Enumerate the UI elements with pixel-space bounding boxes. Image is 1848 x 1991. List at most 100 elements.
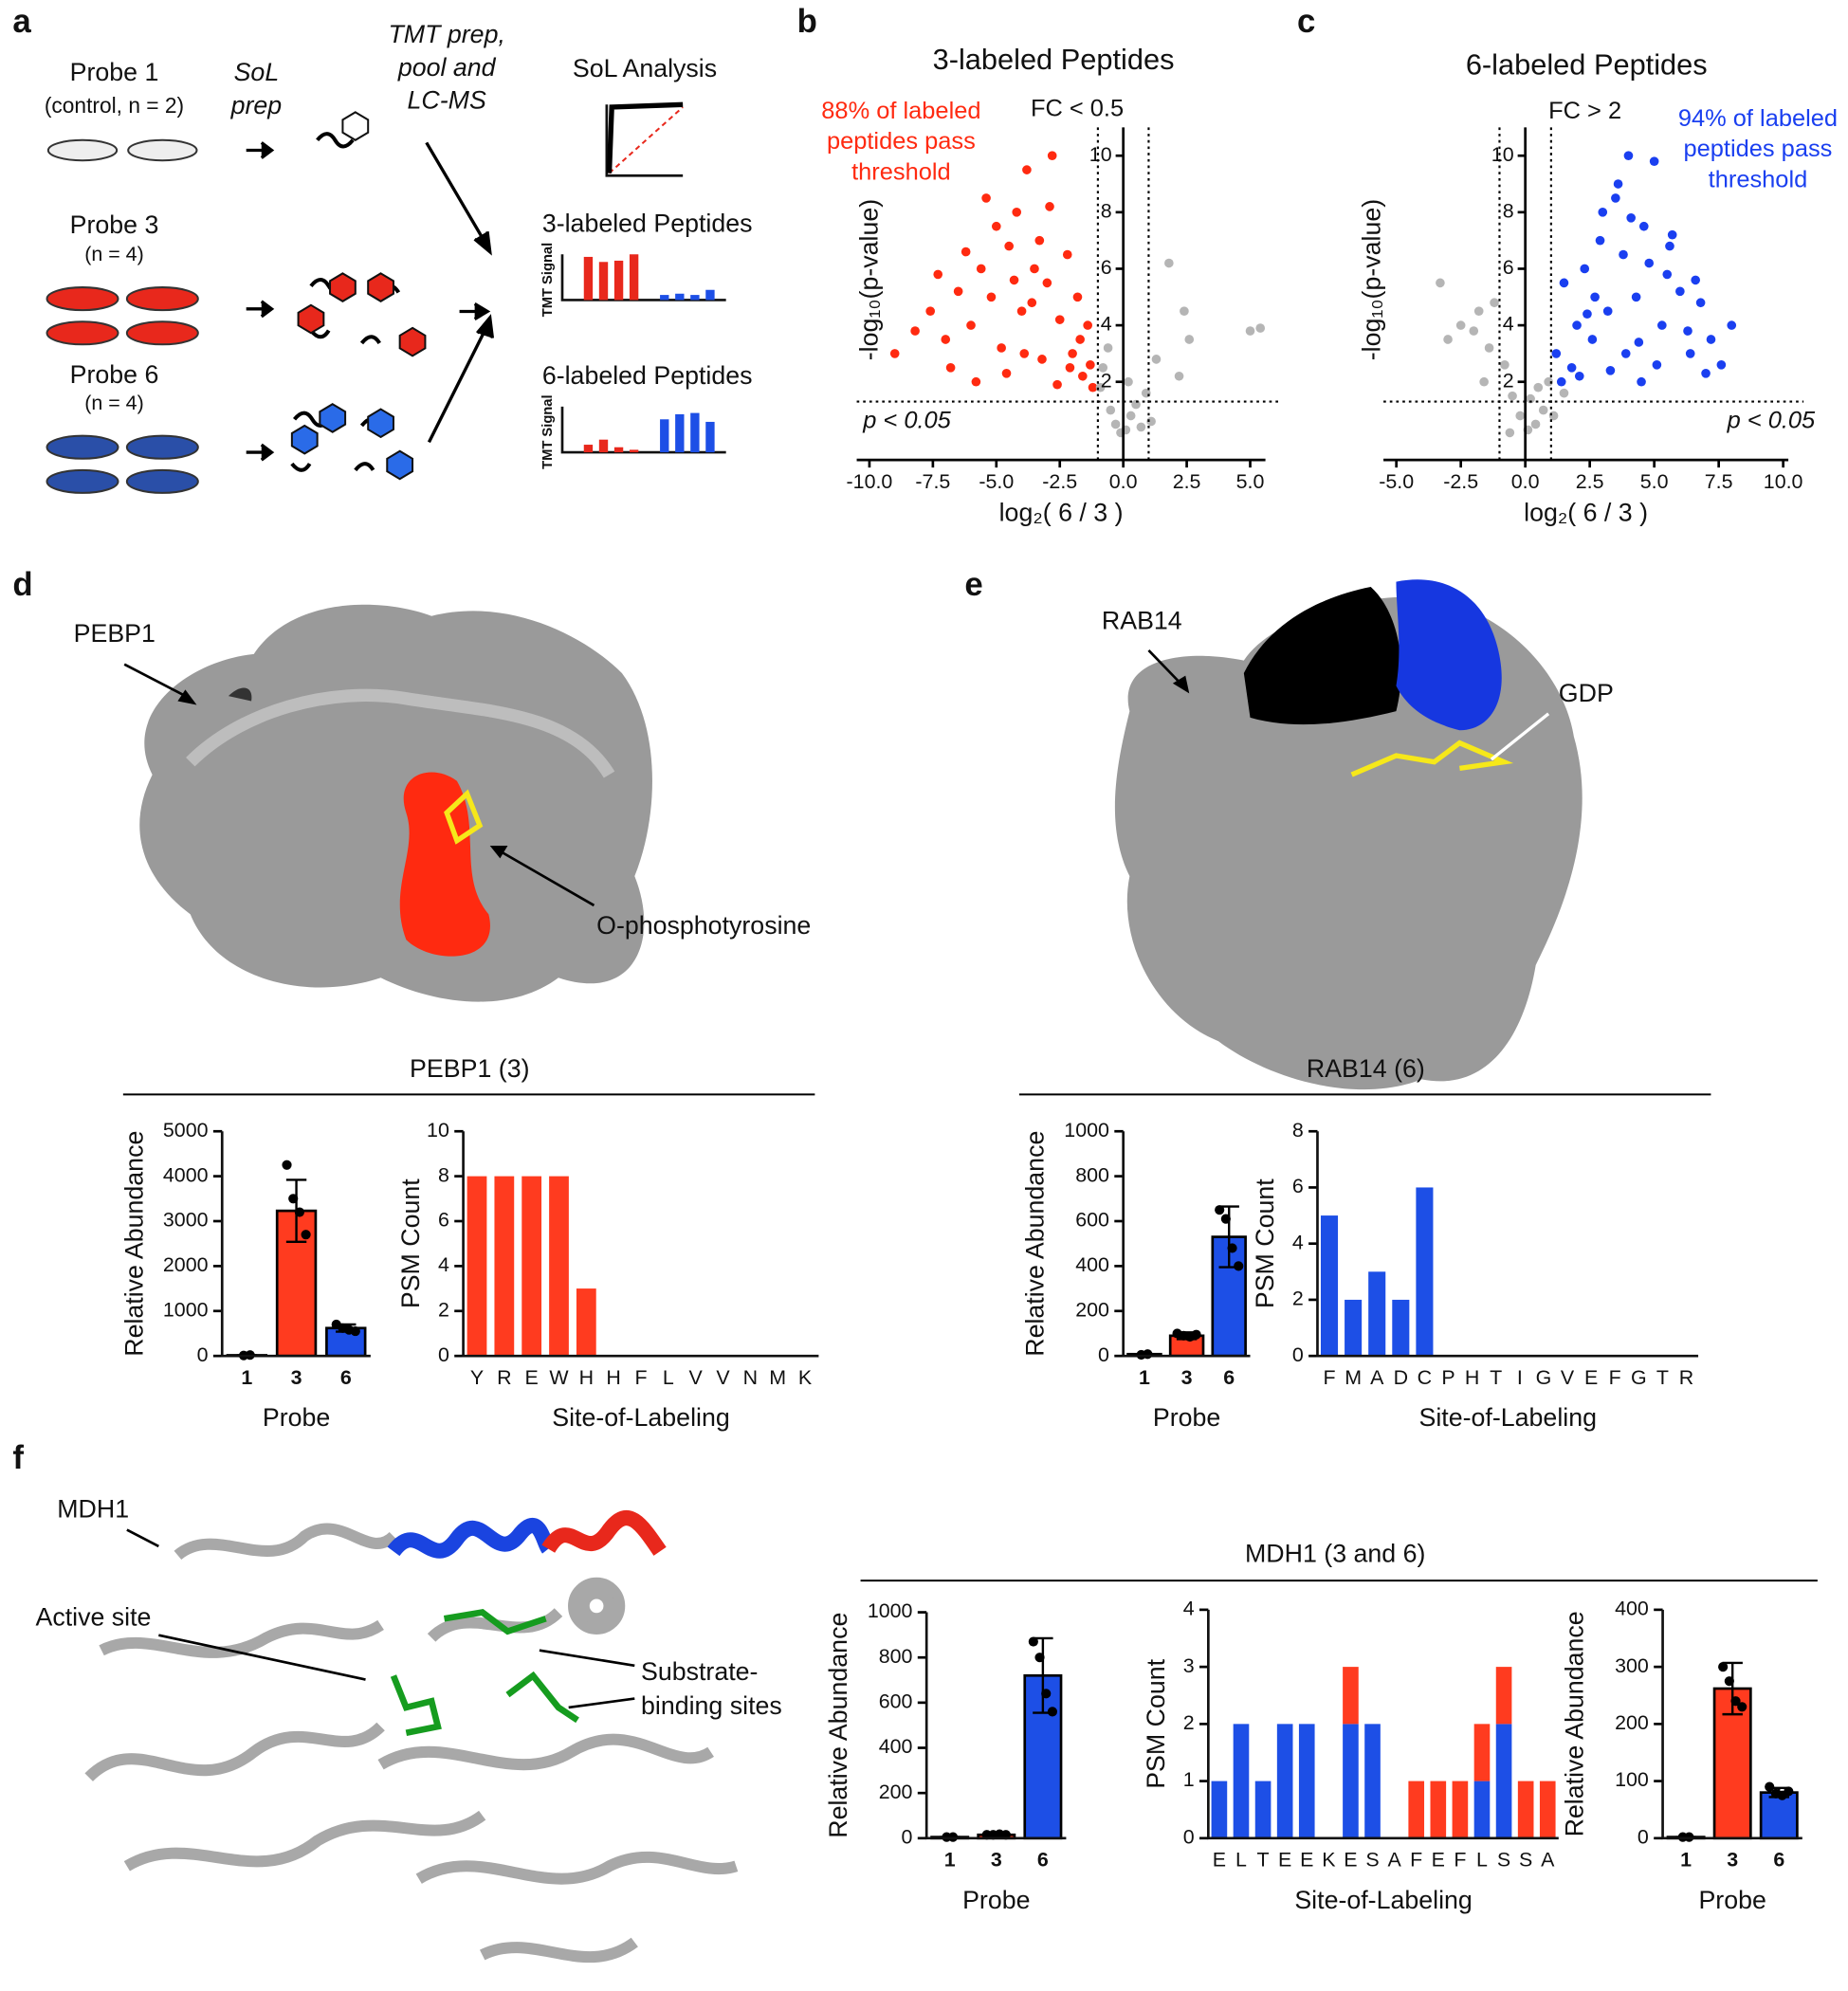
point bbox=[1683, 326, 1692, 336]
point bbox=[1037, 355, 1047, 364]
bar-segment bbox=[1233, 1724, 1250, 1838]
x-tick-label: 6 bbox=[1773, 1849, 1784, 1872]
y-tick-label: 100 bbox=[1615, 1768, 1649, 1791]
y-tick-label: 4 bbox=[438, 1253, 449, 1276]
y-tick-label: 6 bbox=[438, 1209, 449, 1232]
arrow bbox=[1490, 712, 1550, 761]
y-tick-label: 400 bbox=[1075, 1253, 1109, 1276]
point bbox=[1583, 309, 1592, 319]
x-tick-label: G bbox=[1631, 1366, 1647, 1389]
y-tick-label: 0 bbox=[1183, 1825, 1195, 1848]
point bbox=[1605, 365, 1616, 375]
x-tick-label: 3 bbox=[291, 1366, 302, 1389]
y-tick-label: 10 bbox=[1089, 143, 1112, 166]
point bbox=[1656, 320, 1667, 330]
sol-mini-chart bbox=[560, 101, 726, 454]
point bbox=[1695, 298, 1706, 308]
x-tick-label: C bbox=[1418, 1366, 1432, 1389]
x-tick-label: -2.5 bbox=[1443, 470, 1478, 493]
point bbox=[1009, 275, 1019, 285]
point bbox=[1706, 335, 1716, 344]
point bbox=[1088, 382, 1098, 393]
point bbox=[1551, 349, 1562, 358]
point bbox=[1455, 320, 1466, 330]
y-tick-label: 2 bbox=[438, 1298, 449, 1321]
point bbox=[1106, 405, 1116, 415]
data-point bbox=[1784, 1786, 1794, 1797]
x-tick-label: E bbox=[1432, 1849, 1445, 1872]
point bbox=[933, 269, 943, 280]
x-tick-label: 1 bbox=[944, 1849, 956, 1872]
y-tick-label: 2000 bbox=[163, 1253, 209, 1276]
probe-note: (n = 4) bbox=[84, 392, 143, 414]
x-tick-label: S bbox=[1519, 1849, 1532, 1872]
panel-letter: a bbox=[12, 3, 31, 40]
x-tick-label: A bbox=[1541, 1849, 1555, 1872]
x-axis-label: Site-of-Labeling bbox=[552, 1403, 729, 1432]
annotation: p < 0.05 bbox=[862, 408, 951, 434]
y-tick-label: 10 bbox=[1491, 143, 1514, 166]
x-tick-label: H bbox=[606, 1366, 620, 1389]
bar bbox=[521, 1176, 542, 1357]
point bbox=[1675, 286, 1685, 297]
point bbox=[1667, 229, 1677, 240]
output-title: 3-labeled Peptides bbox=[542, 210, 753, 238]
bar bbox=[1368, 1271, 1386, 1357]
arrow bbox=[489, 846, 508, 859]
bar-segment bbox=[1211, 1781, 1228, 1838]
bar-segment bbox=[1343, 1667, 1359, 1725]
point bbox=[1652, 360, 1662, 370]
structure-rab14 bbox=[1114, 579, 1583, 1090]
point bbox=[1098, 363, 1108, 373]
arrow bbox=[126, 1528, 159, 1548]
helix-blue bbox=[387, 1518, 556, 1559]
panel-letter: d bbox=[12, 566, 32, 603]
point bbox=[910, 326, 920, 336]
point bbox=[1016, 306, 1027, 317]
probe-label: Probe 1 bbox=[70, 58, 159, 86]
point bbox=[1587, 335, 1598, 344]
bar bbox=[1345, 1299, 1363, 1357]
point bbox=[1580, 264, 1590, 274]
bar-segment bbox=[1364, 1724, 1381, 1838]
x-tick-label: 0.0 bbox=[1109, 470, 1138, 493]
point bbox=[1613, 179, 1623, 189]
data-point bbox=[1047, 1707, 1058, 1717]
point bbox=[1245, 326, 1255, 336]
x-tick-label: E bbox=[525, 1366, 539, 1389]
point bbox=[1515, 411, 1526, 421]
point bbox=[1508, 391, 1517, 401]
point bbox=[1075, 335, 1085, 344]
y-tick-label: 1000 bbox=[868, 1599, 913, 1622]
point bbox=[1030, 264, 1039, 274]
group-title: RAB14 (6) bbox=[1307, 1054, 1425, 1083]
x-tick-label: 6 bbox=[340, 1366, 352, 1389]
point bbox=[1054, 315, 1065, 324]
y-tick-label: 400 bbox=[879, 1735, 913, 1758]
point bbox=[1637, 376, 1646, 387]
point bbox=[1174, 371, 1184, 381]
x-axis-label: Probe bbox=[1698, 1886, 1766, 1914]
x-tick-label: 5.0 bbox=[1640, 470, 1669, 493]
axes bbox=[924, 1612, 1067, 1840]
annotation: 88% of labeled bbox=[821, 98, 980, 124]
x-tick-label: D bbox=[1394, 1366, 1408, 1389]
arrow bbox=[123, 663, 192, 700]
point bbox=[1151, 355, 1162, 364]
point bbox=[1086, 360, 1095, 370]
chart-title: 3-labeled Peptides bbox=[933, 43, 1175, 76]
x-tick-label: S bbox=[1497, 1849, 1510, 1872]
x-axis-label: Probe bbox=[962, 1886, 1030, 1914]
bar bbox=[1392, 1299, 1410, 1357]
x-tick-label: V bbox=[1561, 1366, 1575, 1389]
annotation: FC > 2 bbox=[1548, 98, 1621, 124]
structure-pebp1 bbox=[139, 604, 652, 1002]
data-point bbox=[1220, 1214, 1231, 1224]
bar-segment bbox=[1473, 1781, 1491, 1838]
x-tick-label: L bbox=[663, 1366, 674, 1389]
point bbox=[1544, 376, 1553, 387]
panel-letter: f bbox=[12, 1439, 24, 1476]
x-tick-label: -5.0 bbox=[979, 470, 1014, 493]
point bbox=[1047, 151, 1057, 161]
y-tick-label: 4 bbox=[1101, 313, 1112, 336]
